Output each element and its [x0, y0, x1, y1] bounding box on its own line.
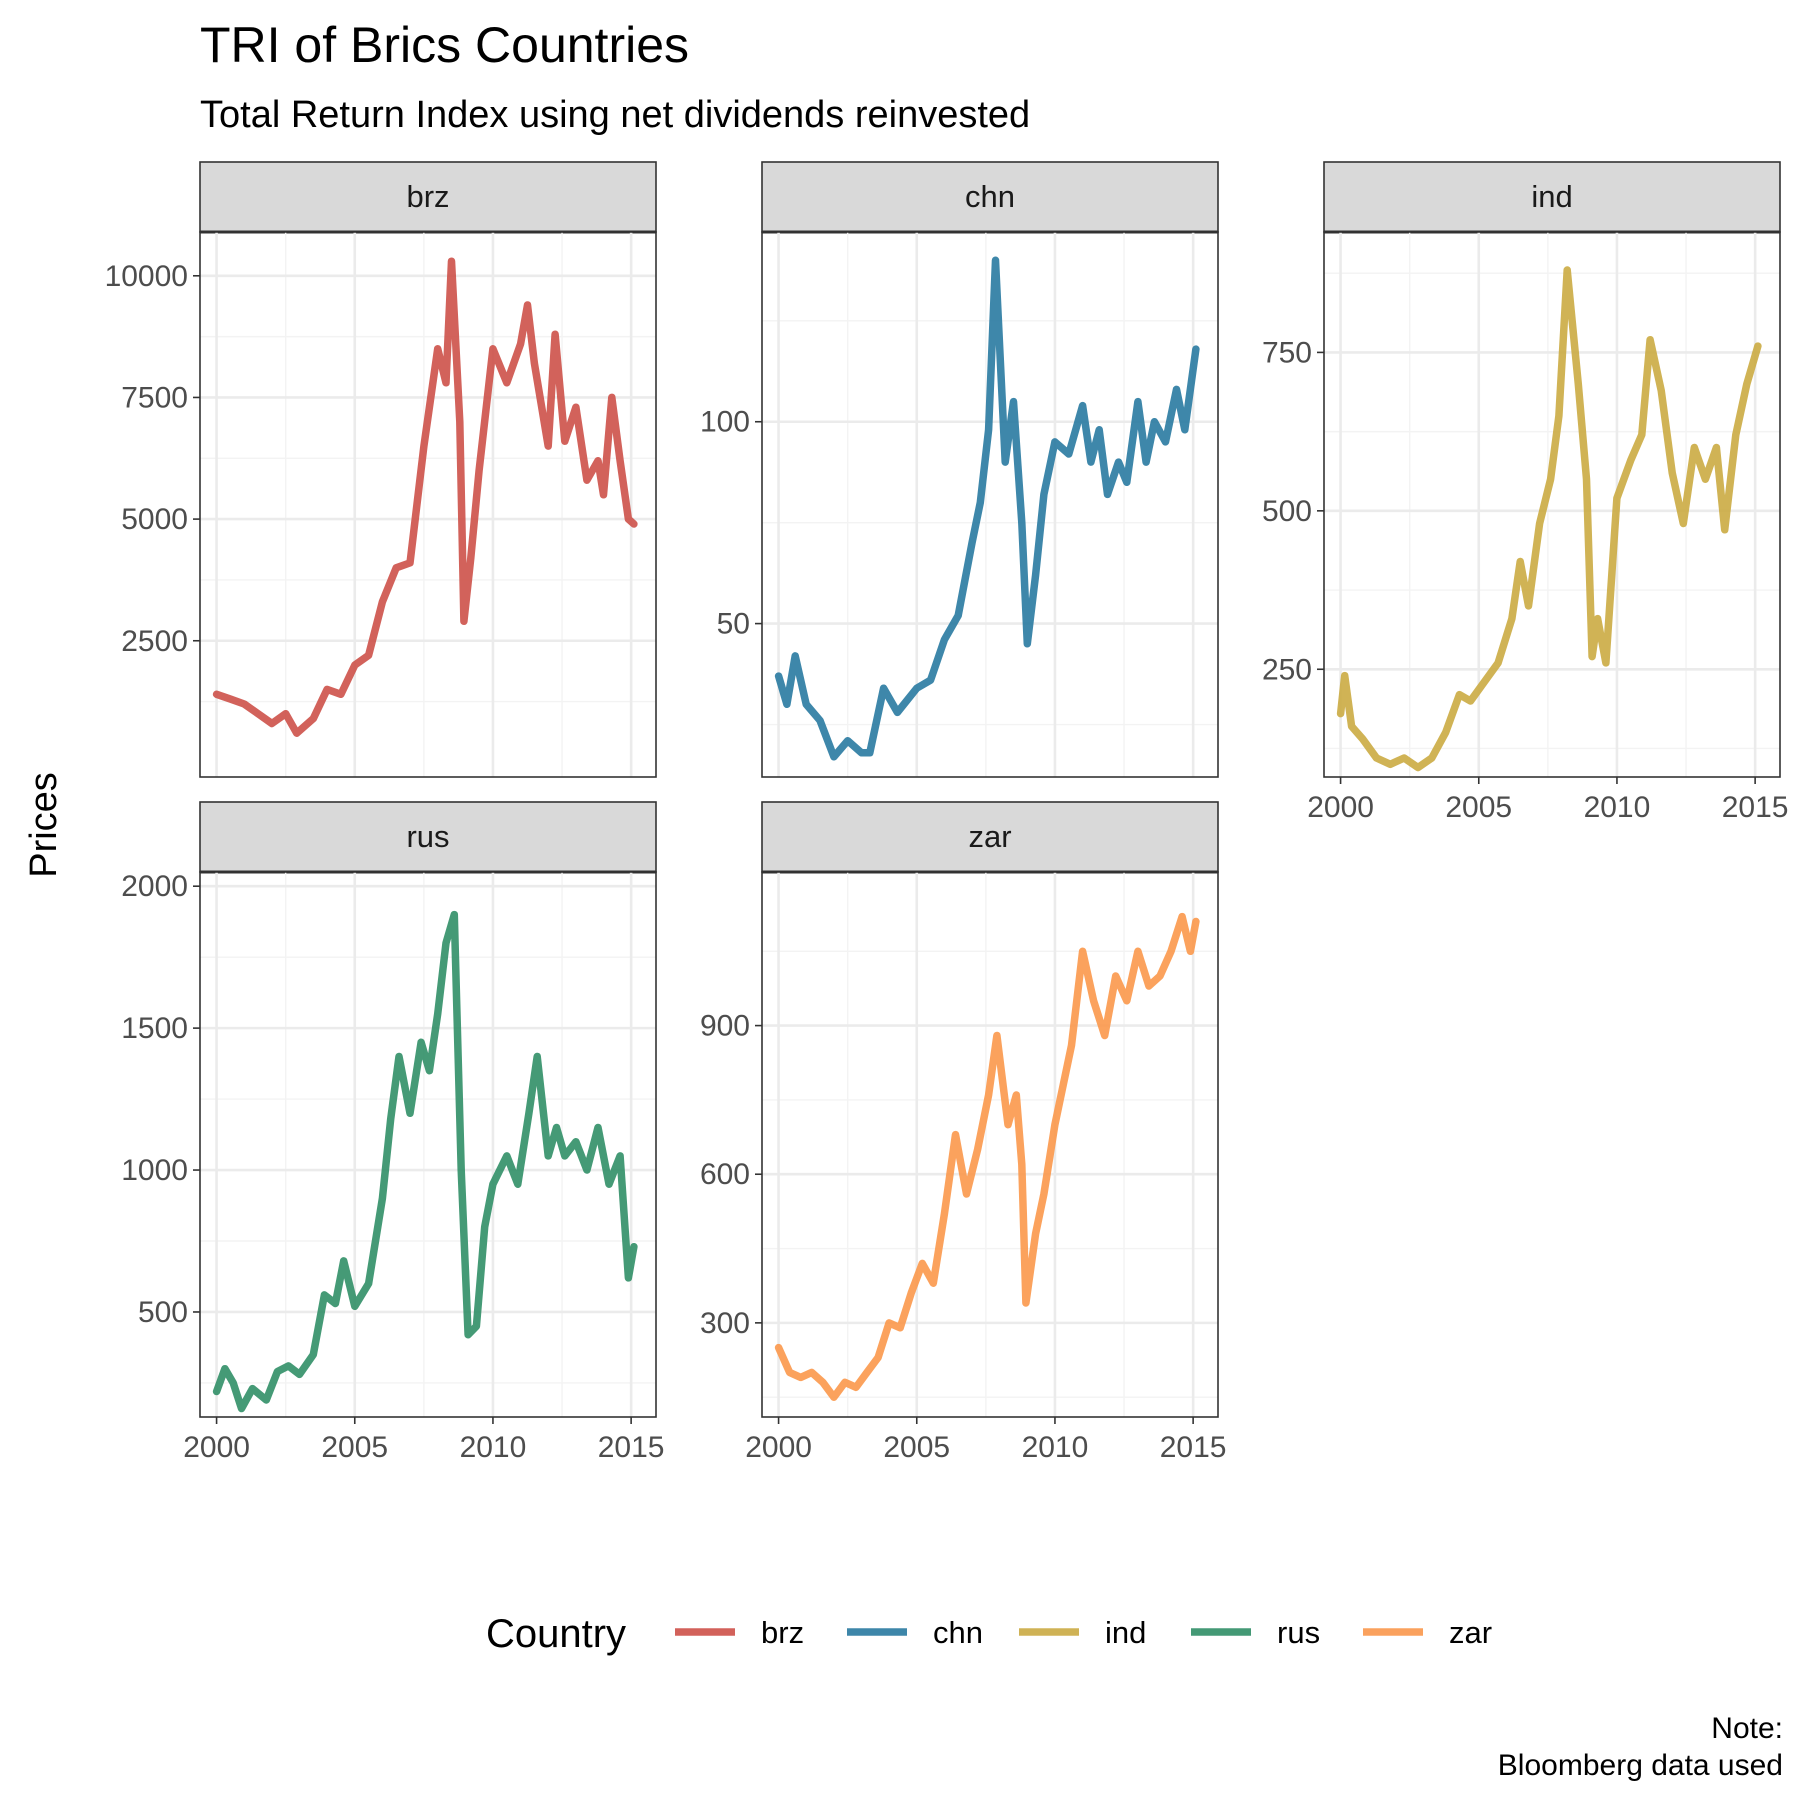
legend-title: Country	[486, 1612, 626, 1656]
caption-line-2: Bloomberg data used	[1498, 1749, 1783, 1782]
series-line-ind	[1336, 266, 1762, 772]
x-tick-label: 2015	[1160, 1431, 1227, 1464]
y-tick-label: 2000	[121, 870, 188, 903]
legend-label-zar: zar	[1449, 1615, 1492, 1650]
facet-rus: rus 500 1000 1500 2000 2000 2005 2010 2015	[121, 801, 665, 1464]
panel-border	[761, 231, 1219, 778]
y-tick-label: 300	[700, 1307, 750, 1340]
legend-label-ind: ind	[1105, 1615, 1146, 1650]
strip-label-rus: rus	[406, 819, 449, 854]
facet-zar: zar 300 600 900 2000 2005 2010 2015	[700, 801, 1227, 1464]
facet-panels: brz 2500 5000 7500 10000 chn 50 100 ind 250 500 750…	[105, 161, 1789, 1464]
series-line-zar	[774, 912, 1200, 1401]
caption-line-1: Note:	[1711, 1712, 1783, 1745]
panel-border	[761, 871, 1219, 1418]
strip-rus	[199, 801, 657, 873]
x-tick-label: 2005	[321, 1431, 388, 1464]
y-tick-label: 50	[717, 608, 750, 641]
strip-zar	[761, 801, 1219, 873]
chart-title: TRI of Brics Countries	[200, 17, 689, 73]
y-tick-label: 1500	[121, 1012, 188, 1045]
x-tick-label: 2010	[460, 1431, 527, 1464]
strip-ind	[1323, 161, 1781, 233]
x-tick-label: 2010	[1022, 1431, 1089, 1464]
x-tick-label: 2000	[183, 1431, 250, 1464]
strip-label-zar: zar	[968, 819, 1011, 854]
strip-chn	[761, 161, 1219, 233]
y-tick-label: 10000	[105, 260, 188, 293]
y-tick-label: 250	[1262, 653, 1312, 686]
facet-ind: ind 250 500 750 2000 2005 2010 2015	[1262, 161, 1789, 824]
y-tick-label: 500	[138, 1296, 188, 1329]
panel-border	[199, 231, 657, 778]
y-tick-label: 1000	[121, 1154, 188, 1187]
series-line-rus	[212, 910, 638, 1413]
x-tick-label: 2005	[1445, 791, 1512, 824]
y-tick-label: 750	[1262, 336, 1312, 369]
y-tick-label: 100	[700, 406, 750, 439]
strip-brz	[199, 161, 657, 233]
legend-label-brz: brz	[761, 1615, 804, 1650]
y-tick-label: 600	[700, 1158, 750, 1191]
x-tick-label: 2005	[883, 1431, 950, 1464]
panel-border	[199, 871, 657, 1418]
panel-border	[1323, 231, 1781, 778]
x-tick-label: 2015	[598, 1431, 665, 1464]
y-tick-label: 500	[1262, 495, 1312, 528]
legend-label-rus: rus	[1277, 1615, 1320, 1650]
strip-label-brz: brz	[406, 179, 449, 214]
series-line-brz	[212, 257, 638, 737]
x-tick-label: 2000	[1307, 791, 1374, 824]
strip-label-chn: chn	[965, 179, 1015, 214]
legend-label-chn: chn	[933, 1615, 983, 1650]
y-tick-label: 7500	[121, 381, 188, 414]
y-tick-label: 2500	[121, 625, 188, 658]
chart-subtitle: Total Return Index using net dividends r…	[200, 94, 1030, 136]
facet-brz: brz 2500 5000 7500 10000	[105, 161, 657, 778]
strip-label-ind: ind	[1531, 179, 1572, 214]
x-tick-label: 2015	[1722, 791, 1789, 824]
legend: Country brz chn ind rus zar	[486, 1612, 1492, 1656]
x-tick-label: 2000	[745, 1431, 812, 1464]
y-tick-label: 900	[700, 1010, 750, 1043]
y-tick-label: 5000	[121, 503, 188, 536]
facet-chn: chn 50 100	[700, 161, 1219, 778]
series-line-chn	[774, 256, 1200, 761]
y-axis-title: Prices	[23, 772, 65, 878]
x-tick-label: 2010	[1584, 791, 1651, 824]
